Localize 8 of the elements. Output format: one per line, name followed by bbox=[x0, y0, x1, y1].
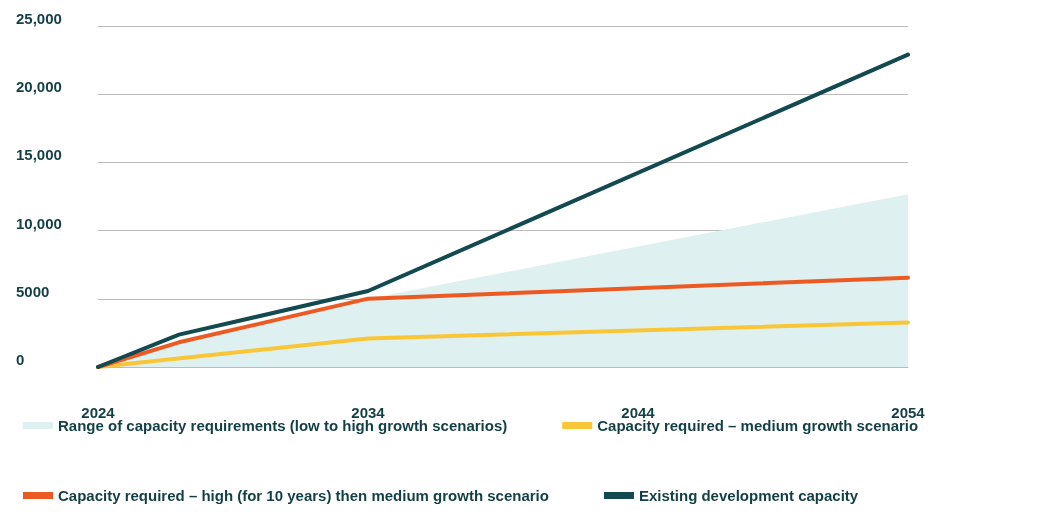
y-tick-label: 0 bbox=[16, 351, 25, 368]
y-tick-label: 20,000 bbox=[16, 78, 62, 96]
legend-label: Capacity required – high (for 10 years) then medium growth scenario bbox=[58, 487, 549, 504]
y-tick-label: 5000 bbox=[16, 282, 50, 300]
y-tick-label: 25,000 bbox=[16, 10, 62, 27]
y-tick-label: 15,000 bbox=[16, 146, 62, 164]
legend-label: Existing development capacity bbox=[638, 487, 859, 504]
y-tick-label: 10,000 bbox=[16, 214, 62, 232]
